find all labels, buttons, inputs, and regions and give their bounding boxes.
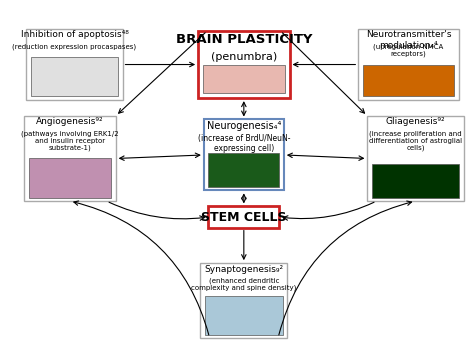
FancyBboxPatch shape (201, 263, 287, 337)
Text: Neurotransmitter's
modulation₄⁴: Neurotransmitter's modulation₄⁴ (366, 31, 451, 50)
FancyBboxPatch shape (209, 153, 279, 187)
FancyBboxPatch shape (198, 31, 290, 98)
Text: Angiogenesis⁹²: Angiogenesis⁹² (36, 117, 104, 126)
Text: BRAIN PLASTICITY: BRAIN PLASTICITY (175, 33, 312, 46)
FancyBboxPatch shape (367, 116, 464, 201)
FancyBboxPatch shape (363, 64, 455, 96)
Text: (reduction expression procaspases): (reduction expression procaspases) (12, 43, 137, 50)
Text: Inhibition of apoptosis⁴⁸: Inhibition of apoptosis⁴⁸ (20, 31, 128, 40)
Text: Synaptogenesis₉²: Synaptogenesis₉² (204, 265, 283, 273)
Text: (pathways involving ERK1/2
and insulin receptor
substrate-1): (pathways involving ERK1/2 and insulin r… (21, 130, 118, 151)
FancyBboxPatch shape (29, 158, 111, 198)
Text: (penumbra): (penumbra) (211, 52, 277, 62)
FancyBboxPatch shape (31, 57, 118, 96)
Text: (increase of BrdU/NeuN-
expressing cell): (increase of BrdU/NeuN- expressing cell) (198, 134, 290, 153)
Text: Neurogenesis₄⁴: Neurogenesis₄⁴ (207, 121, 281, 131)
FancyBboxPatch shape (358, 29, 459, 100)
FancyBboxPatch shape (204, 120, 284, 190)
Text: (upregulation NMCA
receptors): (upregulation NMCA receptors) (374, 43, 444, 57)
Text: (enhanced dendritic
complexity and spine density): (enhanced dendritic complexity and spine… (191, 277, 297, 291)
FancyBboxPatch shape (209, 206, 279, 227)
Text: Gliagenesis⁹²: Gliagenesis⁹² (386, 117, 445, 126)
FancyBboxPatch shape (24, 116, 116, 201)
FancyBboxPatch shape (205, 296, 283, 335)
FancyBboxPatch shape (203, 64, 285, 93)
Text: STEM CELLS: STEM CELLS (201, 210, 287, 224)
Text: (increase proliferation and
differentiation of astroglial
cells): (increase proliferation and differentiat… (369, 130, 462, 151)
FancyBboxPatch shape (372, 164, 459, 198)
FancyBboxPatch shape (27, 29, 123, 100)
